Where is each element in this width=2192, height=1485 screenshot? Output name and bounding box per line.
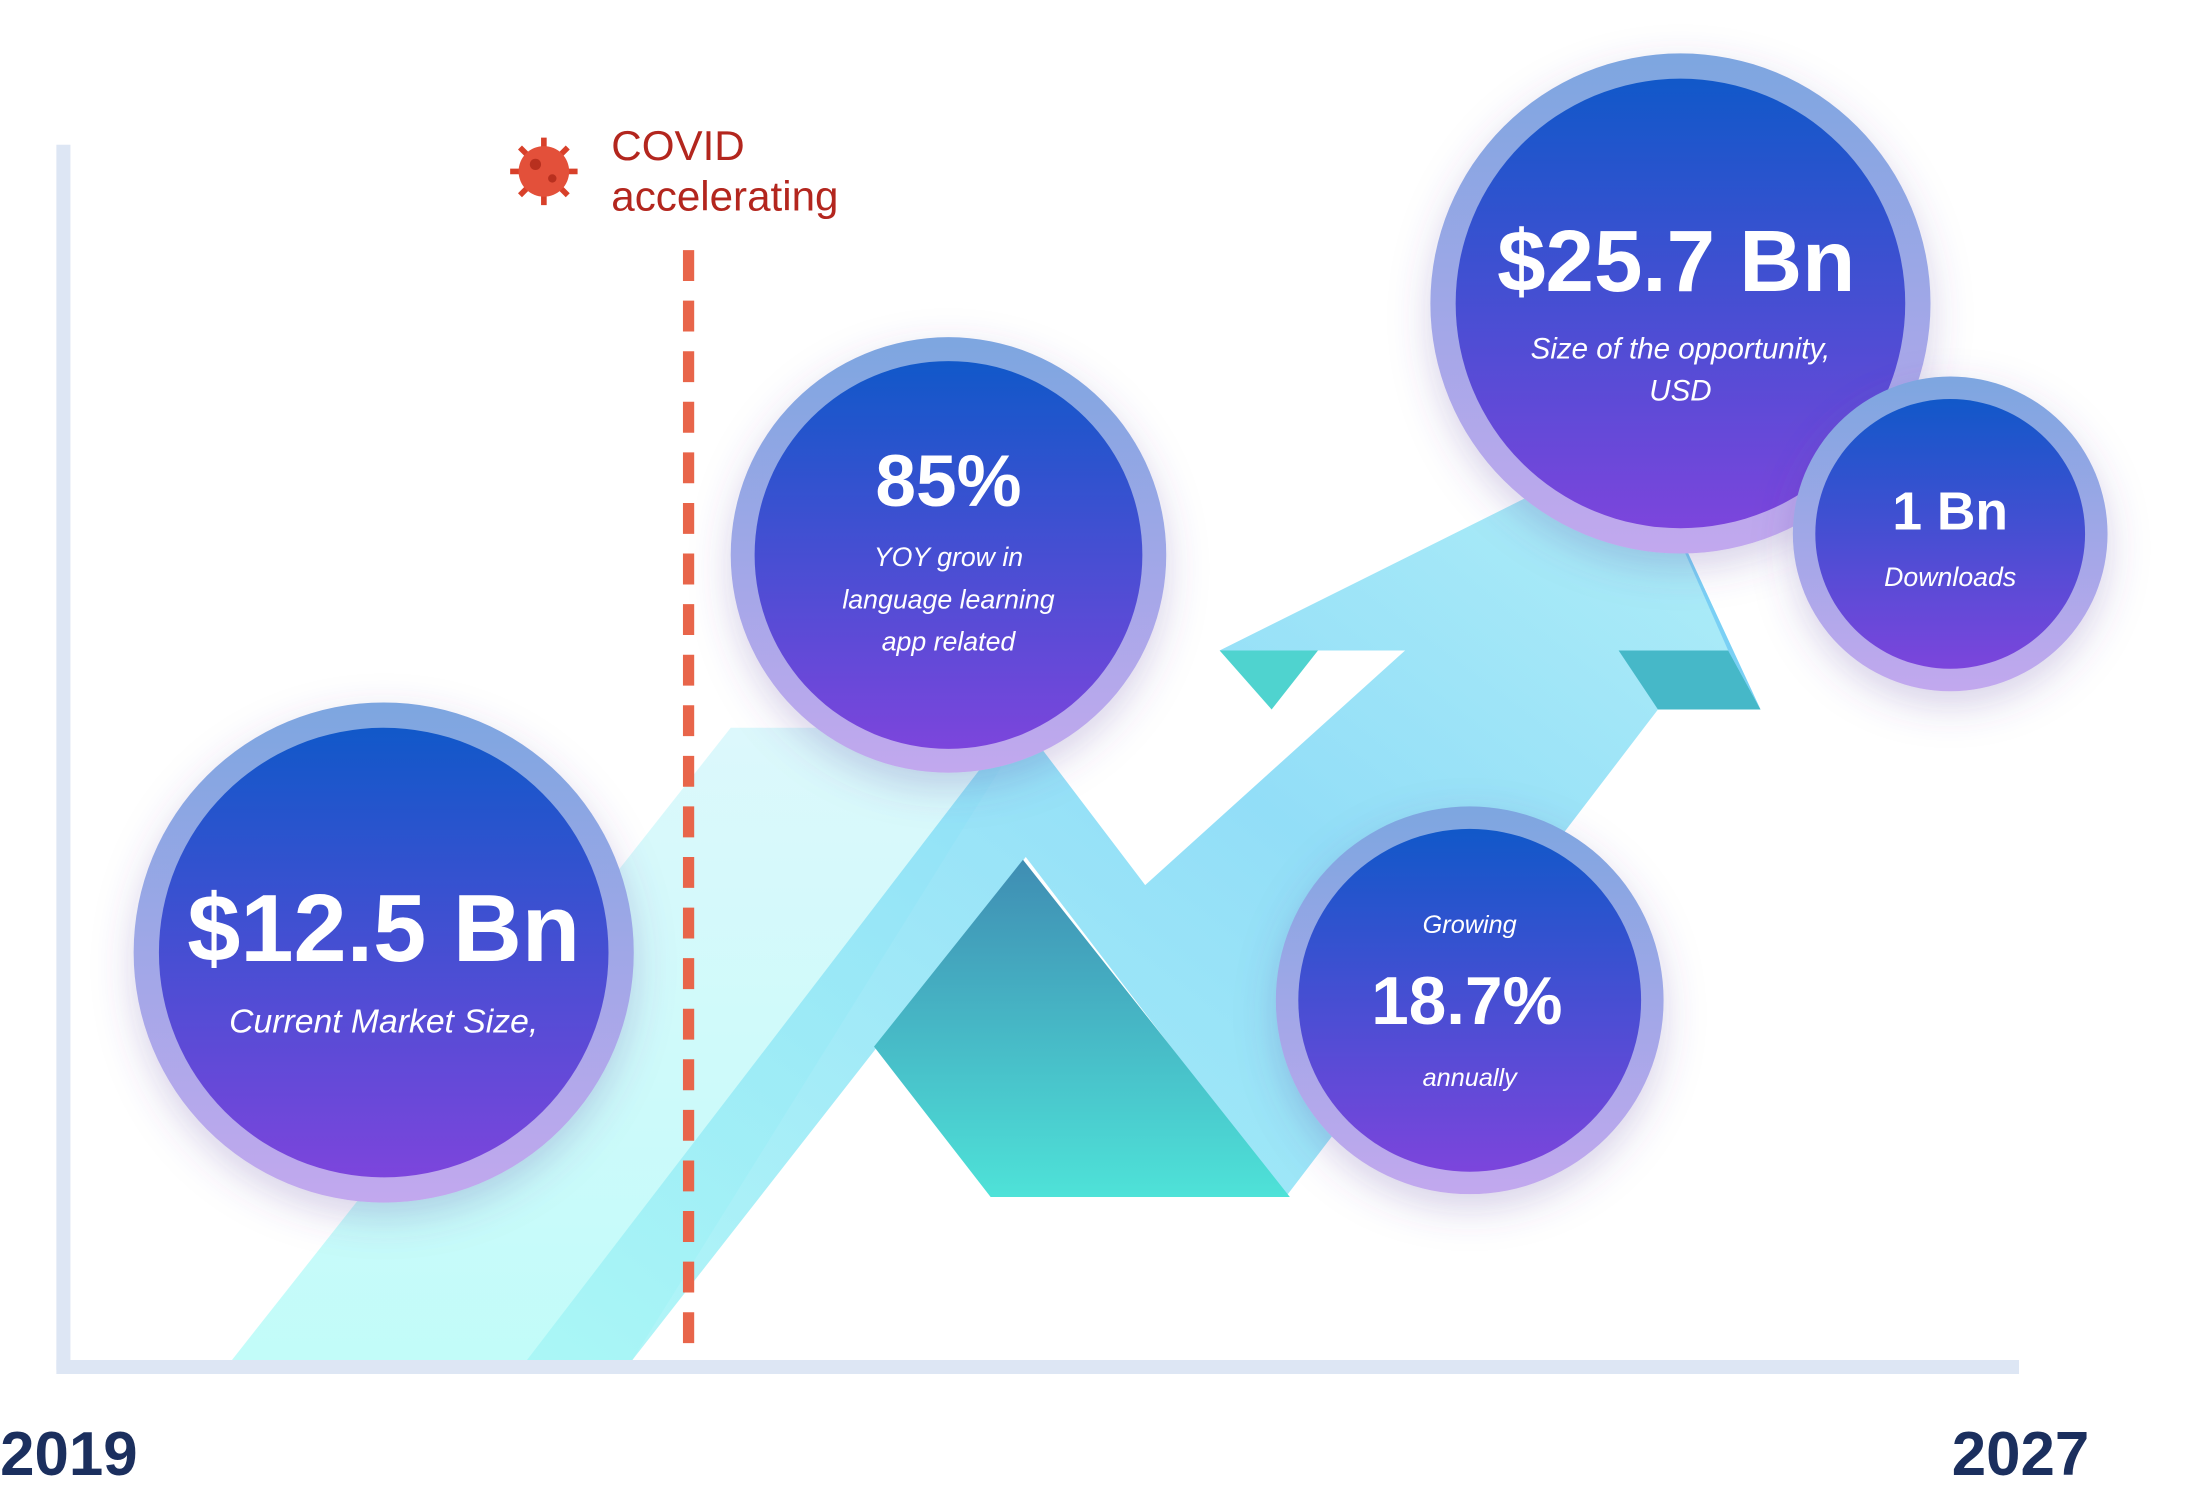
caption: Growing [1423,911,1517,939]
axis-end: 2027 [1952,1420,2089,1485]
valley-shape [874,859,1290,1197]
caption: Size of the opportunity, [1531,332,1831,365]
caption: annually [1423,1064,1518,1092]
bubble: $25.7 Bn Size of the opportunity, USD [1430,53,1931,554]
bubble: Growing 18.7% annually [1275,806,1664,1195]
headline: $25.7 Bn [1497,213,1855,310]
bubble-core [158,727,609,1178]
bubble-core [1298,828,1642,1172]
bubble-core [754,361,1143,749]
headline: $12.5 Bn [187,876,580,982]
bubble-core [1455,78,1906,529]
growth-arrow [527,442,1761,1360]
caption: YOY grow in [874,542,1023,572]
caption: Downloads [1884,562,2016,592]
back-band [231,727,1026,1360]
covid-label: accelerating [611,173,838,220]
arrow-head-left [1219,650,1318,710]
bubble: $12.5 Bn Current Market Size, [133,702,634,1203]
caption: USD [1649,374,1711,407]
arrow-head-right [1618,650,1761,710]
bubble-core [1815,398,2086,669]
bubble: 1 Bn Downloads [1792,376,2108,692]
headline: 85% [875,441,1021,522]
headline: 1 Bn [1892,483,2008,542]
caption: language learning [842,584,1054,614]
caption: Current Market Size, [229,1003,538,1041]
axis-start: 2019 [0,1420,137,1485]
virus-icon [510,137,578,206]
covid-label: COVID [611,122,744,169]
headline: 18.7% [1371,964,1562,1039]
bubble: 85% YOY grow in language learning app re… [730,337,1167,773]
caption: app related [882,626,1017,656]
